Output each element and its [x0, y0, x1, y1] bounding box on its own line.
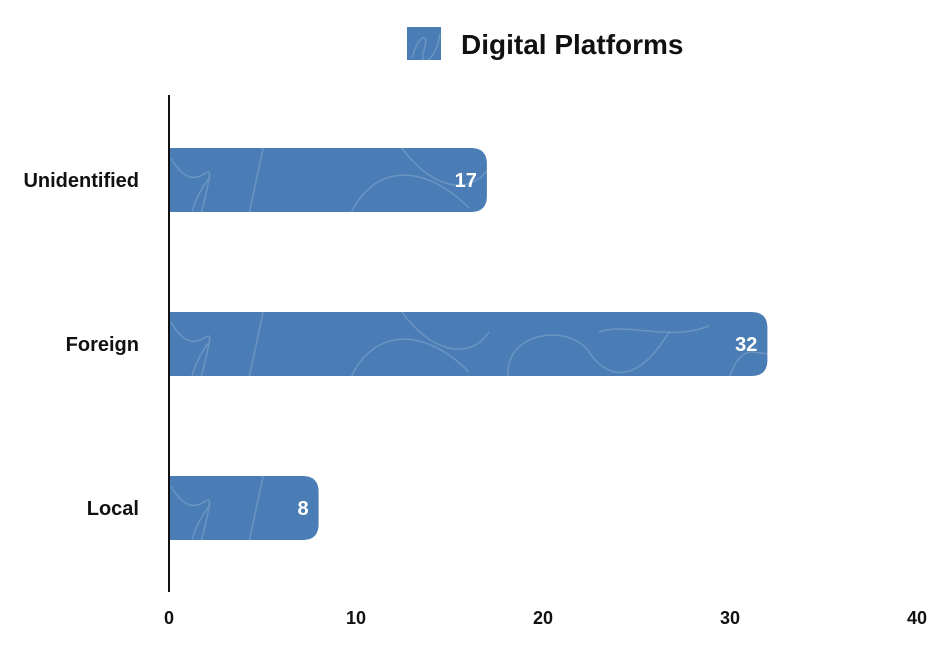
- bar-unidentified: [169, 148, 487, 212]
- legend: Digital Platforms: [407, 27, 683, 60]
- bar-group-local: 8: [169, 476, 319, 540]
- category-label: Foreign: [66, 334, 139, 356]
- category-label: Local: [87, 498, 139, 520]
- category-label: Unidentified: [23, 170, 139, 192]
- x-tick-label: 40: [907, 608, 927, 628]
- x-tick-label: 20: [533, 608, 553, 628]
- bar-group-foreign: 32: [169, 312, 768, 376]
- x-tick-label: 0: [164, 608, 174, 628]
- x-tick-label: 10: [346, 608, 366, 628]
- legend-label: Digital Platforms: [461, 29, 683, 60]
- bar-foreign: [169, 312, 768, 376]
- bar-value-label: 8: [297, 498, 308, 520]
- bar-value-label: 17: [455, 170, 477, 192]
- x-axis-tick-labels: 0 10 20 30 40: [164, 608, 927, 628]
- bar-texture: [170, 148, 487, 212]
- bars-layer: 17 32 8: [169, 148, 768, 540]
- legend-swatch: [407, 27, 441, 60]
- bar-texture: [170, 312, 768, 376]
- x-tick-label: 30: [720, 608, 740, 628]
- bar-group-unidentified: 17: [169, 148, 487, 212]
- bar-local: [169, 476, 319, 540]
- bar-texture: [170, 476, 265, 540]
- category-labels: Unidentified Foreign Local: [23, 170, 139, 520]
- bar-value-label: 32: [735, 334, 757, 356]
